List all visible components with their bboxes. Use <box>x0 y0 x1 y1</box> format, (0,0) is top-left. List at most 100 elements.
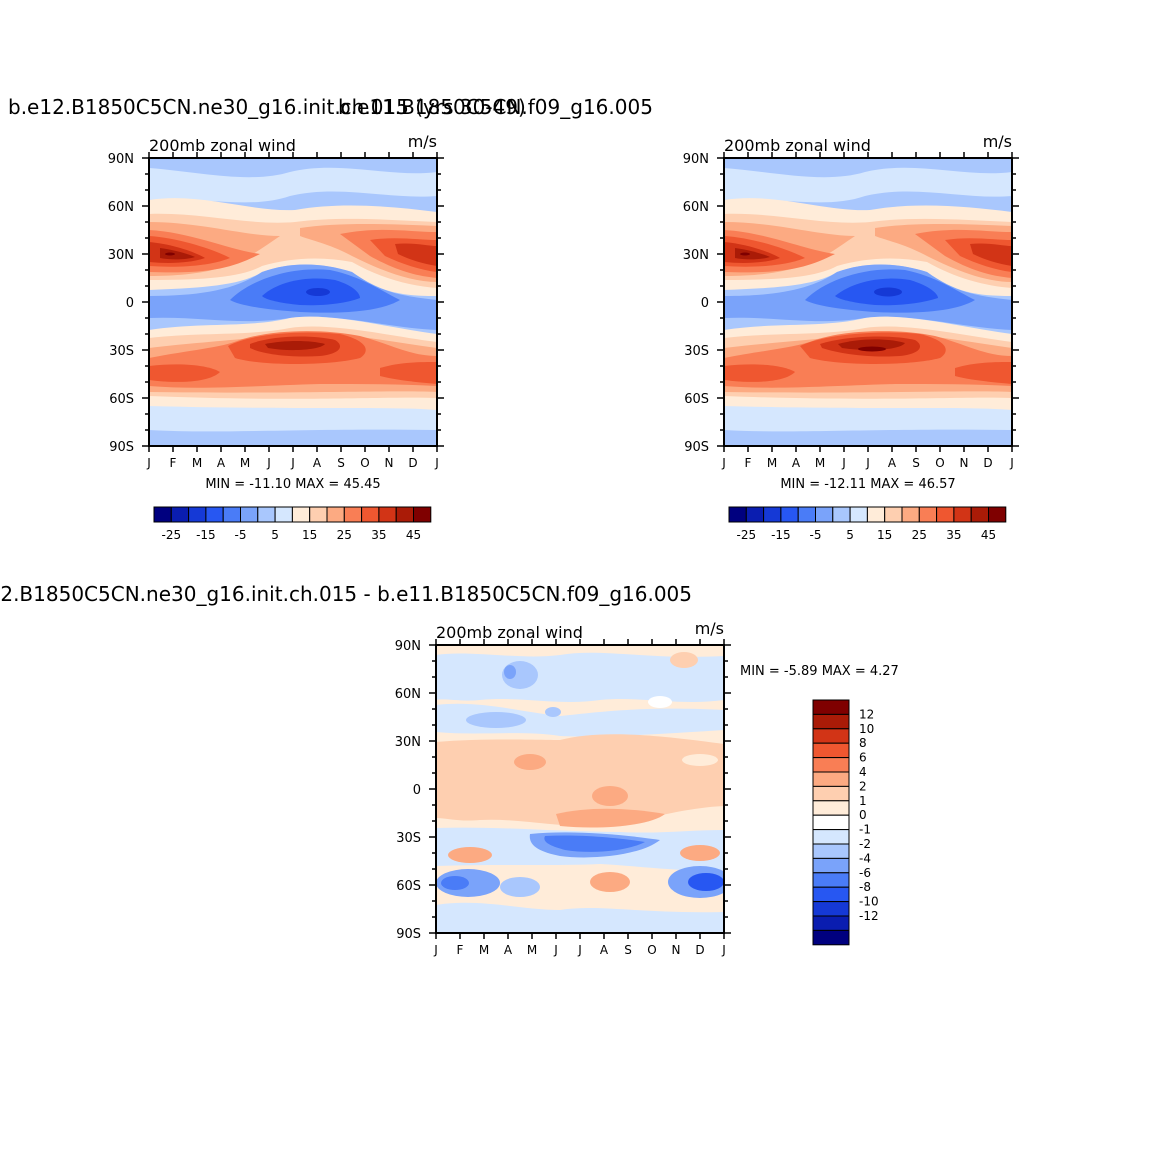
colorbar-box <box>291 506 311 523</box>
colorbar-box <box>884 506 903 523</box>
colorbar-box <box>309 506 328 523</box>
colorbar-box <box>812 929 850 946</box>
colorbar-tick-label: 1 <box>859 794 867 808</box>
colorbar-box <box>797 506 817 523</box>
colorbar-tick-label: 8 <box>859 736 867 750</box>
diff-case-title: b.e12.B1850C5CN.ne30_g16.init.ch.015 - b… <box>0 582 692 606</box>
colorbar-tick-label: 15 <box>877 528 892 542</box>
y-tick-label: 0 <box>701 296 709 311</box>
colorbar-box <box>745 506 765 523</box>
colorbar-box <box>780 506 799 523</box>
y-tick-label: 30S <box>684 344 709 359</box>
x-tick-label: D <box>408 456 417 470</box>
colorbar-box <box>866 506 886 523</box>
x-tick-label: A <box>313 456 322 470</box>
colorbar-box <box>257 506 276 523</box>
x-tick-label: J <box>433 943 438 957</box>
colorbar-box <box>326 506 345 523</box>
colorbar-box <box>812 771 850 787</box>
x-tick-label: D <box>983 456 992 470</box>
axis-ticks-control <box>717 152 1019 452</box>
y-tick-label: 90S <box>396 927 421 942</box>
y-tick-label: 30N <box>683 248 709 263</box>
plot-title: 200mb zonal wind <box>724 136 871 155</box>
y-tick-label: 0 <box>126 296 134 311</box>
y-tick-label: 30N <box>395 735 421 750</box>
x-tick-label: J <box>865 456 870 470</box>
colorbar-box <box>918 506 938 523</box>
x-tick-label: M <box>479 943 489 957</box>
colorbar-tick-label: -1 <box>859 823 871 837</box>
units-label: m/s <box>408 132 437 151</box>
y-tick-label: 60S <box>109 392 134 407</box>
panel1-case-title: b.e12.B1850C5CN.ne30_g16.init.ch.015 (yr… <box>8 95 526 119</box>
y-tick-label: 30S <box>109 344 134 359</box>
x-tick-label: J <box>434 456 439 470</box>
x-tick-label: J <box>721 456 726 470</box>
units-label: m/s <box>695 619 724 638</box>
x-tick-label: N <box>672 943 681 957</box>
x-tick-label: O <box>360 456 369 470</box>
colorbar-box <box>361 506 380 523</box>
y-tick-labels-control: 90N 60N 30N 0 30S 60S 90S <box>683 152 709 455</box>
colorbar-box <box>812 872 850 888</box>
colorbar-tick-label: -15 <box>196 528 216 542</box>
colorbar-box <box>170 506 190 523</box>
colorbar-box <box>153 506 172 523</box>
y-tick-label: 60N <box>108 200 134 215</box>
colorbar-tick-label: 35 <box>946 528 961 542</box>
colorbar-box <box>205 506 224 523</box>
colorbar-box <box>812 699 850 715</box>
colorbar-box <box>413 506 432 523</box>
x-tick-label: J <box>146 456 151 470</box>
x-tick-label: N <box>960 456 969 470</box>
colorbar-tick-label: -5 <box>235 528 247 542</box>
colorbar-box <box>988 506 1007 523</box>
x-tick-label: A <box>217 456 226 470</box>
x-tick-label: F <box>457 943 464 957</box>
colorbar-test: -25 -15 -5 5 15 25 35 45 <box>153 506 432 542</box>
x-tick-label: J <box>290 456 295 470</box>
colorbar-tick-label: -15 <box>771 528 791 542</box>
x-tick-label: A <box>600 943 609 957</box>
colorbar-box <box>728 506 747 523</box>
colorbar-tick-label: -25 <box>736 528 756 542</box>
y-tick-label: 30N <box>108 248 134 263</box>
colorbar-box <box>849 506 868 523</box>
x-tick-label: J <box>266 456 271 470</box>
x-tick-label: J <box>553 943 558 957</box>
colorbar-tick-label: 4 <box>859 765 867 779</box>
colorbar-tick-label: 10 <box>859 722 874 736</box>
colorbar-control: -25 -15 -5 5 15 25 35 45 <box>728 506 1007 542</box>
colorbar-box <box>812 886 850 903</box>
colorbar-tick-label: 2 <box>859 779 867 793</box>
y-tick-label: 90S <box>684 440 709 455</box>
y-tick-label: 90N <box>108 152 134 167</box>
y-tick-label: 60N <box>683 200 709 215</box>
colorbar-tick-label: 5 <box>271 528 279 542</box>
colorbar-box <box>812 843 850 859</box>
colorbar-box <box>222 506 241 523</box>
plot-title: 200mb zonal wind <box>436 623 583 642</box>
x-tick-label: O <box>647 943 656 957</box>
colorbar-box <box>812 757 850 773</box>
colorbar-box <box>812 742 850 759</box>
colorbar-tick-label: 12 <box>859 707 874 721</box>
x-tick-label: J <box>577 943 582 957</box>
colorbar-tick-label: -10 <box>859 895 879 909</box>
colorbar-tick-label: -25 <box>161 528 181 542</box>
y-tick-label: 90S <box>109 440 134 455</box>
min-max-label: MIN = -12.11 MAX = 46.57 <box>780 477 955 492</box>
colorbar-box <box>815 506 834 523</box>
x-tick-label: F <box>170 456 177 470</box>
colorbar-tick-label: 0 <box>859 808 867 822</box>
colorbar-box <box>343 506 363 523</box>
y-tick-label: 60S <box>396 879 421 894</box>
x-tick-label: O <box>935 456 944 470</box>
colorbar-tick-label: 5 <box>846 528 854 542</box>
y-tick-labels-test: 90N 60N 30N 0 30S 60S 90S <box>108 152 134 455</box>
